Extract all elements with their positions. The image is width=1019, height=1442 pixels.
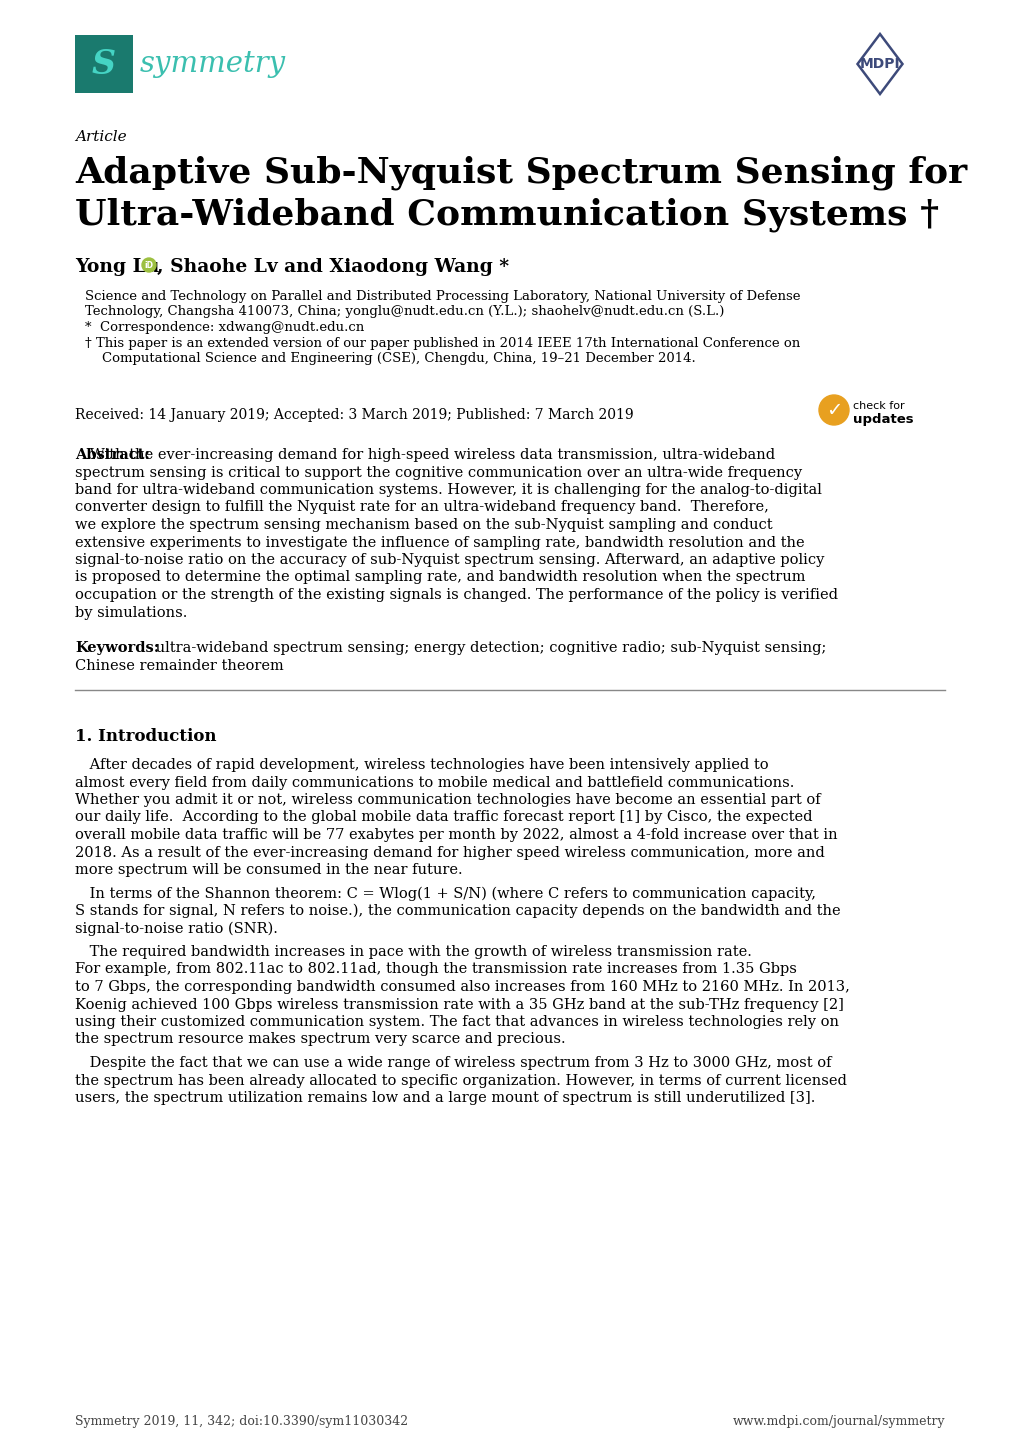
Text: using their customized communication system. The fact that advances in wireless : using their customized communication sys… (75, 1015, 839, 1030)
Text: Koenig achieved 100 Gbps wireless transmission rate with a 35 GHz band at the su: Koenig achieved 100 Gbps wireless transm… (75, 998, 843, 1011)
Text: converter design to fulfill the Nyquist rate for an ultra-wideband frequency ban: converter design to fulfill the Nyquist … (75, 500, 768, 515)
Text: spectrum sensing is critical to support the cognitive communication over an ultr: spectrum sensing is critical to support … (75, 466, 801, 480)
Text: Computational Science and Engineering (CSE), Chengdu, China, 19–21 December 2014: Computational Science and Engineering (C… (85, 352, 695, 365)
Text: 2018. As a result of the ever-increasing demand for higher speed wireless commun: 2018. As a result of the ever-increasing… (75, 845, 824, 859)
Text: to 7 Gbps, the corresponding bandwidth consumed also increases from 160 MHz to 2: to 7 Gbps, the corresponding bandwidth c… (75, 981, 849, 994)
Text: The required bandwidth increases in pace with the growth of wireless transmissio: The required bandwidth increases in pace… (75, 945, 751, 959)
Text: our daily life.  According to the global mobile data traffic forecast report [1]: our daily life. According to the global … (75, 810, 812, 825)
Text: the spectrum resource makes spectrum very scarce and precious.: the spectrum resource makes spectrum ver… (75, 1032, 566, 1047)
Text: For example, from 802.11ac to 802.11ad, though the transmission rate increases f: For example, from 802.11ac to 802.11ad, … (75, 962, 796, 976)
Text: † This paper is an extended version of our paper published in 2014 IEEE 17th Int: † This paper is an extended version of o… (85, 336, 800, 349)
Text: www.mdpi.com/journal/symmetry: www.mdpi.com/journal/symmetry (732, 1415, 944, 1428)
Text: Keywords:: Keywords: (75, 642, 159, 655)
Text: Yong Lu: Yong Lu (75, 258, 159, 275)
Text: signal-to-noise ratio on the accuracy of sub-Nyquist spectrum sensing. Afterward: signal-to-noise ratio on the accuracy of… (75, 552, 823, 567)
Text: After decades of rapid development, wireless technologies have been intensively : After decades of rapid development, wire… (75, 758, 768, 771)
Text: ✓: ✓ (825, 401, 842, 420)
Text: Science and Technology on Parallel and Distributed Processing Laboratory, Nation: Science and Technology on Parallel and D… (85, 290, 800, 303)
Text: Adaptive Sub-Nyquist Spectrum Sensing for: Adaptive Sub-Nyquist Spectrum Sensing fo… (75, 154, 966, 189)
Text: With the ever-increasing demand for high-speed wireless data transmission, ultra: With the ever-increasing demand for high… (75, 448, 774, 461)
Text: MDPI: MDPI (859, 58, 900, 71)
Text: the spectrum has been already allocated to specific organization. However, in te: the spectrum has been already allocated … (75, 1073, 846, 1087)
Text: extensive experiments to investigate the influence of sampling rate, bandwidth r: extensive experiments to investigate the… (75, 535, 804, 549)
FancyBboxPatch shape (75, 35, 132, 92)
Text: Article: Article (75, 130, 126, 144)
Text: S: S (92, 48, 116, 81)
Text: ultra-wideband spectrum sensing; energy detection; cognitive radio; sub-Nyquist : ultra-wideband spectrum sensing; energy … (151, 642, 825, 655)
Text: 1. Introduction: 1. Introduction (75, 728, 216, 746)
Text: check for: check for (852, 401, 904, 411)
Text: Chinese remainder theorem: Chinese remainder theorem (75, 659, 283, 672)
Text: is proposed to determine the optimal sampling rate, and bandwidth resolution whe: is proposed to determine the optimal sam… (75, 571, 805, 584)
Text: occupation or the strength of the existing signals is changed. The performance o: occupation or the strength of the existi… (75, 588, 838, 601)
Text: Abstract:: Abstract: (75, 448, 150, 461)
Text: Ultra-Wideband Communication Systems †: Ultra-Wideband Communication Systems † (75, 198, 938, 232)
Text: band for ultra-wideband communication systems. However, it is challenging for th: band for ultra-wideband communication sy… (75, 483, 821, 497)
Text: we explore the spectrum sensing mechanism based on the sub-Nyquist sampling and : we explore the spectrum sensing mechanis… (75, 518, 771, 532)
Text: updates: updates (852, 412, 913, 425)
Text: Symmetry 2019, 11, 342; doi:10.3390/sym11030342: Symmetry 2019, 11, 342; doi:10.3390/sym1… (75, 1415, 408, 1428)
Text: symmetry: symmetry (140, 50, 286, 78)
Text: Whether you admit it or not, wireless communication technologies have become an : Whether you admit it or not, wireless co… (75, 793, 820, 808)
Text: almost every field from daily communications to mobile medical and battlefield c: almost every field from daily communicat… (75, 776, 794, 790)
Circle shape (142, 258, 156, 273)
Text: In terms of the Shannon theorem: C = Wlog(1 + S/N) (where C refers to communicat: In terms of the Shannon theorem: C = Wlo… (75, 887, 815, 901)
Text: Despite the fact that we can use a wide range of wireless spectrum from 3 Hz to : Despite the fact that we can use a wide … (75, 1056, 830, 1070)
Text: by simulations.: by simulations. (75, 606, 187, 620)
Text: S stands for signal, N refers to noise.), the communication capacity depends on : S stands for signal, N refers to noise.)… (75, 904, 840, 919)
Text: iD: iD (145, 261, 153, 270)
Text: Received: 14 January 2019; Accepted: 3 March 2019; Published: 7 March 2019: Received: 14 January 2019; Accepted: 3 M… (75, 408, 633, 423)
Polygon shape (857, 35, 902, 94)
Text: *  Correspondence: xdwang@nudt.edu.cn: * Correspondence: xdwang@nudt.edu.cn (85, 322, 364, 335)
Text: more spectrum will be consumed in the near future.: more spectrum will be consumed in the ne… (75, 862, 463, 877)
Text: users, the spectrum utilization remains low and a large mount of spectrum is sti: users, the spectrum utilization remains … (75, 1092, 814, 1105)
Text: , Shaohe Lv and Xiaodong Wang *: , Shaohe Lv and Xiaodong Wang * (157, 258, 508, 275)
Text: Technology, Changsha 410073, China; yonglu@nudt.edu.cn (Y.L.); shaohelv@nudt.edu: Technology, Changsha 410073, China; yong… (85, 306, 723, 319)
Text: signal-to-noise ratio (SNR).: signal-to-noise ratio (SNR). (75, 921, 277, 936)
Circle shape (818, 395, 848, 425)
Text: overall mobile data traffic will be 77 exabytes per month by 2022, almost a 4-fo: overall mobile data traffic will be 77 e… (75, 828, 837, 842)
